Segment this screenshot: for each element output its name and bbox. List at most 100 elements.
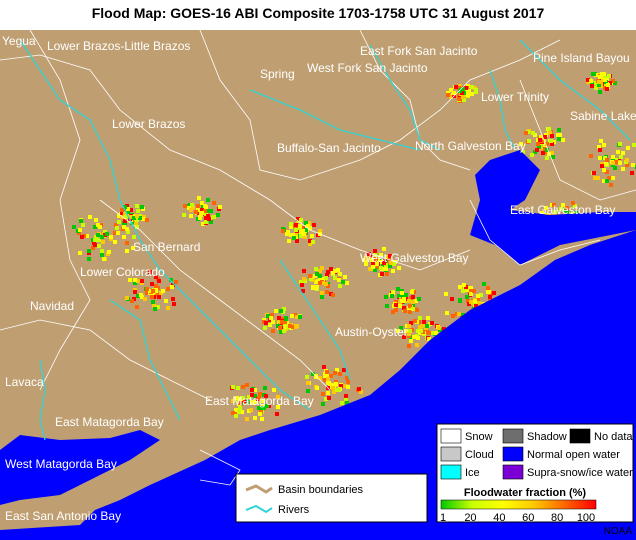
flood-pixel [411, 295, 415, 299]
flood-pixel [339, 384, 343, 388]
flood-pixel [413, 335, 417, 339]
flood-pixel [331, 293, 335, 297]
flood-pixel [451, 314, 455, 318]
flood-pixel [524, 131, 528, 135]
flood-pixel [364, 262, 368, 266]
flood-pixel [258, 392, 262, 396]
boundary [0, 319, 211, 401]
flood-pixel [318, 274, 322, 278]
flood-pixel [373, 268, 377, 272]
flood-pixel [343, 384, 347, 388]
flood-pixel [609, 183, 613, 187]
flood-pixel [145, 218, 149, 222]
flood-pixel [469, 300, 473, 304]
flood-pixel [379, 253, 383, 257]
flood-pixel [134, 222, 138, 226]
flood-pixel [327, 396, 331, 400]
flood-pixel [470, 92, 474, 96]
flood-pixel [133, 278, 137, 282]
flood-pixel [458, 89, 462, 93]
flood-pixel [574, 211, 578, 215]
basin-label: Lower Brazos [112, 117, 185, 131]
flood-pixel [237, 410, 241, 414]
flood-pixel [552, 203, 556, 207]
flood-pixel [93, 238, 97, 242]
flood-pixel [521, 150, 525, 154]
flood-pixel [445, 311, 449, 315]
flood-pixel [391, 269, 395, 273]
flood-pixel [589, 79, 593, 83]
flood-pixel [203, 212, 207, 216]
flood-pixel [571, 201, 575, 205]
basin-label: West Matagorda Bay [5, 457, 117, 471]
basin-legend-label: Basin boundaries [278, 484, 364, 496]
flood-pixel [338, 272, 342, 276]
flood-pixel [611, 155, 615, 159]
flood-pixel [343, 275, 347, 279]
flood-pixel [558, 133, 562, 137]
legend-swatch [502, 446, 524, 462]
flood-pixel [100, 249, 104, 253]
flood-pixel [607, 176, 611, 180]
flood-pixel [94, 218, 98, 222]
flood-pixel [145, 287, 149, 291]
flood-pixel [113, 231, 117, 235]
flood-pixel [312, 223, 316, 227]
flood-pixel [253, 388, 257, 392]
flood-pixel [235, 396, 239, 400]
flood-pixel [573, 204, 577, 208]
flood-pixel [309, 277, 313, 281]
flood-pixel [85, 234, 89, 238]
flood-pixel [125, 249, 129, 253]
flood-pixel [404, 329, 408, 333]
flood-pixel [602, 179, 606, 183]
flood-pixel [407, 344, 411, 348]
flood-pixel [166, 306, 170, 310]
flood-pixel [631, 163, 635, 167]
flood-pixel [287, 239, 291, 243]
flood-pixel [434, 331, 438, 335]
flood-pixel [476, 297, 480, 301]
flood-pixel [174, 280, 178, 284]
flood-pixel [320, 295, 324, 299]
flood-pixel [338, 284, 342, 288]
flood-pixel [370, 258, 374, 262]
flood-pixel [458, 285, 462, 289]
flood-pixel [97, 238, 101, 242]
flood-pixel [148, 270, 152, 274]
boundary [29, 29, 91, 391]
basin-label: Yegua [2, 34, 36, 48]
flood-pixel [396, 329, 400, 333]
flood-pixel [302, 232, 306, 236]
flood-pixel [78, 228, 82, 232]
flood-pixel [425, 324, 429, 328]
flood-pixel [340, 401, 344, 405]
flood-pixel [204, 205, 208, 209]
flood-pixel [282, 307, 286, 311]
flood-pixel [550, 151, 554, 155]
flood-pixel [234, 414, 238, 418]
flood-pixel [263, 386, 267, 390]
flood-pixel [477, 301, 481, 305]
flood-pixel [277, 316, 281, 320]
flood-pixel [527, 139, 531, 143]
flood-pixel [479, 293, 483, 297]
flood-pixel [301, 229, 305, 233]
flood-pixel [315, 272, 319, 276]
flood-pixel [452, 91, 456, 95]
flood-pixel [253, 400, 257, 404]
flood-pixel [388, 254, 392, 258]
flood-pixel [603, 78, 607, 82]
flood-pixel [544, 206, 548, 210]
river [489, 69, 516, 151]
flood-pixel [619, 155, 623, 159]
flood-pixel [126, 207, 130, 211]
flood-pixel [131, 246, 135, 250]
flood-pixel [545, 148, 549, 152]
flood-pixel [538, 138, 542, 142]
credit: NOAA [604, 526, 633, 537]
flood-pixel [204, 216, 208, 220]
boundary [99, 199, 331, 391]
flood-pixel [314, 375, 318, 379]
flood-pixel [326, 381, 330, 385]
